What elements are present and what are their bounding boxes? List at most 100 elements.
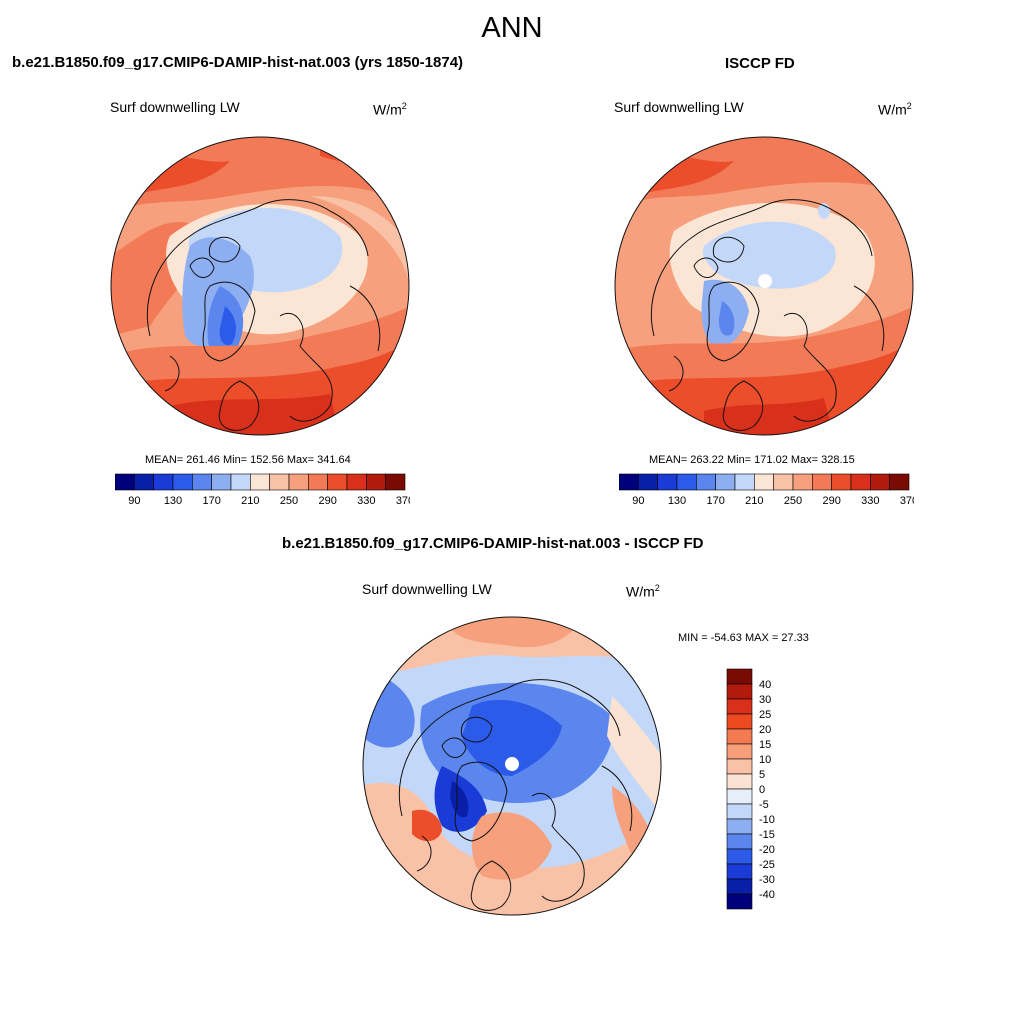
colorbar-swatch (726, 773, 753, 790)
panel2-variable: Surf downwelling LW (614, 99, 744, 115)
colorbar-tick-label: 170 (706, 495, 724, 507)
panel3-variable: Surf downwelling LW (362, 581, 492, 597)
panel2-polar-map (614, 136, 914, 436)
panel3-stats: MIN = -54.63 MAX = 27.33 (678, 632, 809, 644)
colorbar-swatch (192, 473, 212, 491)
panel1-polar-map (110, 136, 410, 436)
colorbar-tick-label: 290 (318, 495, 336, 507)
colorbar-tick-label: -40 (759, 889, 775, 901)
colorbar-tick-label: 25 (759, 709, 771, 721)
colorbar-swatch (734, 473, 755, 491)
colorbar-swatch (385, 473, 406, 491)
colorbar-swatch (153, 473, 174, 491)
colorbar-swatch (696, 473, 716, 491)
colorbar-tick-label: -10 (759, 814, 775, 826)
colorbar-swatch (726, 683, 753, 700)
colorbar-tick-label: 250 (784, 495, 802, 507)
colorbar-swatch (308, 473, 328, 491)
panel2-coastlines (650, 199, 885, 431)
colorbar-swatch (250, 473, 270, 491)
panel3-colorbar: 40 30 25 20 15 10 5 0 -5 -10 -15 -20 -25 -30 -40 (726, 668, 775, 910)
colorbar-swatch (726, 758, 753, 775)
colorbar-swatch (726, 668, 753, 685)
panel3-units: W/m2 (626, 583, 660, 600)
colorbar-tick-label: 0 (759, 784, 765, 796)
colorbar-swatch (115, 473, 135, 491)
colorbar-swatch (269, 473, 290, 491)
colorbar-swatch (726, 743, 753, 760)
colorbar-swatch (831, 473, 852, 491)
colorbar-tick-label: 330 (357, 495, 375, 507)
colorbar-swatch (619, 473, 639, 491)
panel1-units: W/m2 (373, 101, 407, 118)
panel2-title: ISCCP FD (725, 55, 795, 72)
colorbar-swatch (726, 863, 753, 880)
colorbar-tick-label: 290 (822, 495, 840, 507)
colorbar-swatch (715, 473, 736, 491)
colorbar-swatch (870, 473, 890, 491)
colorbar-swatch (366, 473, 386, 491)
main-title: ANN (481, 12, 543, 44)
colorbar-tick-label: 15 (759, 739, 771, 751)
colorbar-swatch (726, 713, 753, 730)
colorbar-swatch (726, 803, 753, 820)
colorbar-tick-label: 20 (759, 724, 771, 736)
colorbar-tick-label: -15 (759, 829, 775, 841)
panel1-title: b.e21.B1850.f09_g17.CMIP6-DAMIP-hist-nat… (12, 54, 464, 71)
colorbar-swatch (773, 473, 794, 491)
colorbar-tick-label: 170 (202, 495, 220, 507)
colorbar-tick-label: -5 (759, 799, 769, 811)
colorbar-tick-label: 130 (668, 495, 686, 507)
panel2-map-border (614, 136, 914, 436)
colorbar-swatch (726, 893, 753, 910)
panel2-stats: MEAN= 263.22 Min= 171.02 Max= 328.15 (649, 454, 855, 466)
colorbar-tick-label: 40 (759, 679, 771, 691)
colorbar-swatch (346, 473, 367, 491)
panel1-stats: MEAN= 261.46 Min= 152.56 Max= 341.64 (145, 454, 351, 466)
panel2-colorbar: 90 130 170 210 250 290 330 370 (619, 473, 914, 507)
panel3-polar-map (362, 616, 662, 916)
colorbar-swatch (676, 473, 697, 491)
colorbar-tick-label: 210 (745, 495, 763, 507)
colorbar-tick-label: 370 (900, 495, 914, 507)
colorbar-tick-label: 10 (759, 754, 771, 766)
colorbar-swatch (638, 473, 658, 491)
panel1-variable: Surf downwelling LW (110, 99, 240, 115)
panel1-map-border (110, 136, 410, 436)
colorbar-tick-label: 90 (128, 495, 140, 507)
colorbar-swatch (230, 473, 251, 491)
colorbar-swatch (327, 473, 348, 491)
panel1-field (111, 137, 409, 435)
panel2-units: W/m2 (878, 101, 912, 118)
colorbar-swatch (726, 878, 753, 895)
panel1-coastlines (146, 199, 381, 431)
colorbar-tick-label: 250 (280, 495, 298, 507)
colorbar-tick-label: 30 (759, 694, 771, 706)
colorbar-swatch (850, 473, 871, 491)
colorbar-swatch (134, 473, 154, 491)
colorbar-tick-label: -25 (759, 859, 775, 871)
colorbar-tick-label: 130 (164, 495, 182, 507)
colorbar-swatch (288, 473, 309, 491)
colorbar-tick-label: 330 (861, 495, 879, 507)
colorbar-swatch (792, 473, 813, 491)
panel1-colorbar: 90 130 170 210 250 290 330 370 (115, 473, 410, 507)
colorbar-swatch (889, 473, 910, 491)
colorbar-swatch (726, 833, 753, 850)
colorbar-swatch (726, 698, 753, 715)
colorbar-tick-label: 5 (759, 769, 765, 781)
colorbar-swatch (726, 848, 753, 865)
colorbar-tick-label: 370 (396, 495, 410, 507)
panel3-coastlines (398, 679, 633, 911)
colorbar-swatch (726, 728, 753, 745)
colorbar-swatch (754, 473, 774, 491)
colorbar-tick-label: 90 (632, 495, 644, 507)
colorbar-tick-label: -20 (759, 844, 775, 856)
panel3-map-border (362, 616, 662, 916)
colorbar-swatch (726, 788, 753, 805)
colorbar-tick-label: -30 (759, 874, 775, 886)
colorbar-swatch (726, 818, 753, 835)
colorbar-tick-label: 210 (241, 495, 259, 507)
panel3-title: b.e21.B1850.f09_g17.CMIP6-DAMIP-hist-nat… (282, 535, 704, 552)
colorbar-swatch (657, 473, 678, 491)
